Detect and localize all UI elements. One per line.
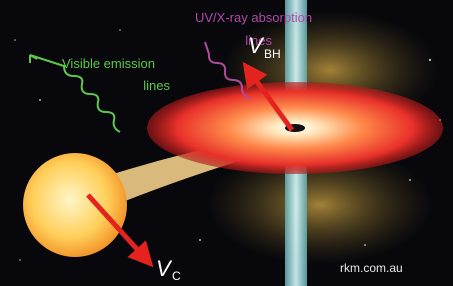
absorption-label: UV/X-ray absorption [195,10,312,25]
emission-label: Visible emission [62,56,155,71]
illustration: UV/X-ray absorption lines Visible emissi… [0,0,453,286]
velocity-subscript: BH [264,47,281,61]
credit: rkm.com.au [340,261,403,275]
velocity-symbol: V [156,256,173,281]
velocity-symbol: V [248,33,265,58]
velocity-subscript: C [172,269,181,283]
emission-label: lines [143,78,170,93]
companion-star [23,153,127,257]
